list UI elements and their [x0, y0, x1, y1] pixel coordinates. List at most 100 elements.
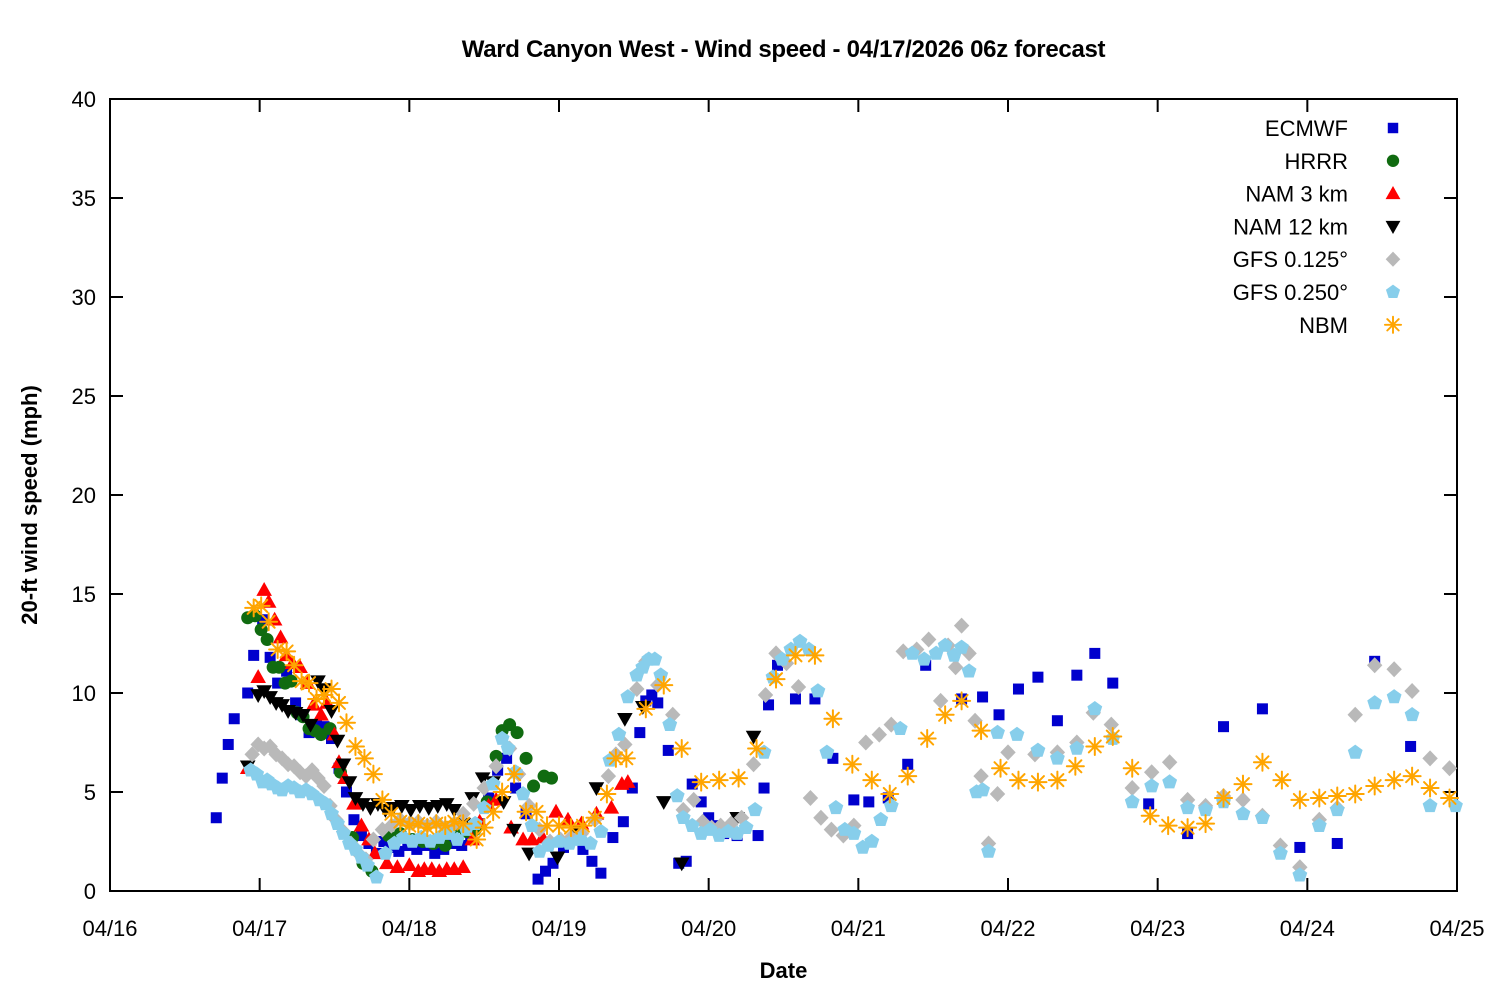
- data-point-marker: [603, 799, 620, 814]
- data-point-marker: [453, 814, 473, 834]
- data-point-marker: [883, 798, 899, 813]
- data-point-marker: [686, 778, 698, 790]
- legend-item-gfs-0-250-: GFS 0.250°: [1233, 280, 1401, 305]
- data-point-marker: [372, 790, 392, 810]
- data-point-marker: [675, 801, 691, 818]
- legend-label: HRRR: [1284, 149, 1348, 174]
- data-point-marker: [377, 845, 393, 860]
- y-tick-label: 35: [72, 186, 96, 211]
- data-point-marker: [492, 782, 512, 802]
- data-point-marker: [595, 867, 607, 879]
- data-point-marker: [467, 830, 487, 850]
- data-point-marker: [953, 617, 970, 634]
- legend-item-nbm: NBM: [1299, 313, 1403, 338]
- data-point-marker: [1404, 683, 1420, 700]
- legend-item-nam-3-km: NAM 3 km: [1245, 182, 1401, 207]
- data-point-marker: [474, 818, 494, 838]
- data-point-marker: [561, 818, 581, 838]
- data-point-marker: [823, 709, 843, 729]
- data-point-marker: [1089, 647, 1101, 659]
- data-point-marker: [763, 699, 775, 711]
- data-point-marker: [394, 800, 410, 814]
- data-point-marker: [527, 779, 541, 793]
- data-point-marker: [810, 683, 826, 698]
- data-point-marker: [1309, 788, 1329, 808]
- data-point-marker: [1218, 721, 1230, 733]
- data-point-marker: [547, 857, 559, 869]
- data-point-marker: [975, 782, 990, 797]
- data-point-marker: [411, 843, 423, 855]
- series-gfs-0-250-: [243, 633, 1463, 884]
- data-point-marker: [302, 718, 319, 733]
- data-point-marker: [620, 774, 636, 788]
- data-point-marker: [260, 593, 277, 608]
- data-point-marker: [316, 778, 332, 795]
- data-point-marker: [455, 859, 472, 874]
- data-point-marker: [281, 665, 293, 677]
- data-point-marker: [745, 756, 762, 773]
- data-point-marker: [842, 754, 862, 774]
- data-point-marker: [1256, 703, 1268, 715]
- data-point-marker: [652, 697, 664, 709]
- legend-label: GFS 0.125°: [1233, 247, 1348, 272]
- x-axis-label: Date: [759, 958, 808, 983]
- y-tick-label: 20: [72, 483, 96, 508]
- data-point-marker: [1387, 122, 1399, 134]
- data-point-marker: [611, 726, 627, 741]
- data-point-marker: [1292, 867, 1308, 882]
- data-point-marker: [600, 768, 617, 785]
- data-point-marker: [336, 825, 351, 840]
- data-point-marker: [1012, 683, 1024, 695]
- data-point-marker: [277, 641, 297, 661]
- legend-label: NAM 3 km: [1245, 182, 1348, 207]
- legend-item-nam-12-km: NAM 12 km: [1233, 214, 1401, 239]
- data-point-marker: [257, 614, 269, 626]
- data-point-marker: [757, 686, 774, 703]
- data-point-marker: [636, 699, 656, 719]
- data-point-marker: [880, 784, 900, 804]
- data-point-marker: [932, 692, 949, 709]
- data-point-marker: [828, 800, 844, 815]
- data-point-marker: [1252, 752, 1272, 772]
- plot-axes: 04/16 04/17 04/18 04/19 04/20 04/21 04/22 04/23…: [72, 87, 1485, 941]
- data-point-marker: [1347, 744, 1363, 759]
- data-point-marker: [873, 811, 889, 827]
- data-point-marker: [813, 809, 829, 826]
- data-point-marker: [823, 821, 840, 838]
- data-point-marker: [510, 782, 522, 794]
- data-point-marker: [792, 633, 808, 648]
- series-nbm: [244, 596, 1460, 850]
- data-point-marker: [1367, 695, 1383, 710]
- data-point-marker: [355, 830, 367, 842]
- data-point-marker: [551, 833, 567, 848]
- data-point-marker: [347, 792, 364, 806]
- y-tick-label: 25: [72, 384, 96, 409]
- data-point-marker: [389, 859, 406, 874]
- data-point-marker: [501, 752, 513, 764]
- data-point-marker: [961, 663, 977, 678]
- legend-item-gfs-0-125-: GFS 0.125°: [1233, 247, 1401, 272]
- data-point-marker: [758, 782, 770, 794]
- data-point-marker: [284, 674, 298, 688]
- data-point-marker: [541, 837, 556, 852]
- data-point-marker: [1345, 784, 1365, 804]
- data-point-marker: [1008, 770, 1028, 790]
- data-point-marker: [329, 734, 346, 749]
- y-tick-label: 30: [72, 285, 96, 310]
- data-point-marker: [586, 855, 598, 867]
- data-point-marker: [684, 817, 700, 832]
- data-point-marker: [360, 857, 375, 872]
- data-point-marker: [1196, 814, 1216, 834]
- data-point-marker: [549, 816, 569, 836]
- data-point-marker: [646, 689, 658, 701]
- data-point-marker: [1143, 798, 1155, 810]
- data-point-marker: [703, 812, 715, 824]
- data-point-marker: [871, 726, 887, 743]
- data-point-marker: [1329, 802, 1345, 817]
- data-point-marker: [256, 582, 272, 596]
- data-point-marker: [848, 794, 860, 806]
- y-tick-label: 15: [72, 582, 96, 607]
- data-point-marker: [1009, 726, 1025, 741]
- data-point-marker: [446, 804, 463, 818]
- data-point-marker: [1087, 701, 1103, 716]
